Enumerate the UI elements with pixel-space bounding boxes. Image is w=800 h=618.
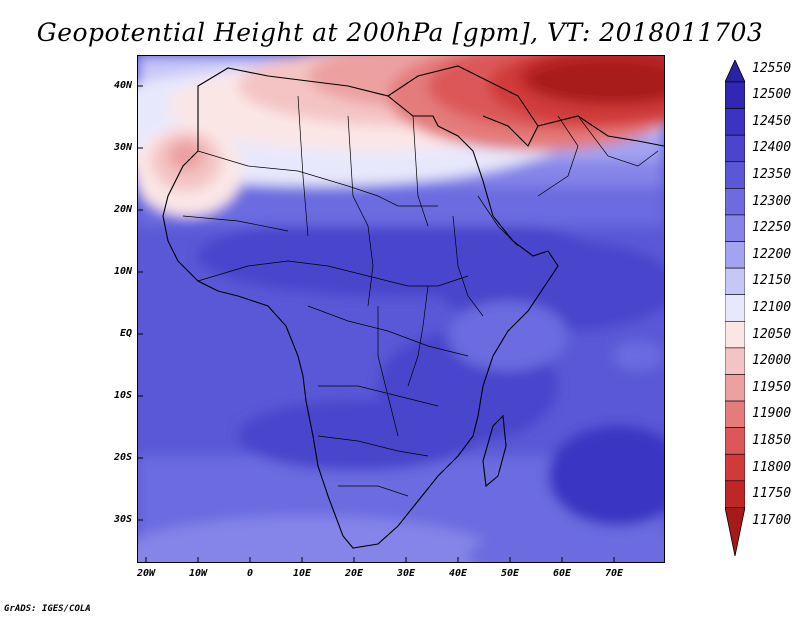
colorbar-top-arrow [725,60,745,83]
colorbar-segment [725,108,745,136]
country-borders [182,95,659,497]
colorbar-segment [725,161,745,189]
colorbar-bottom-arrow [725,507,745,556]
colorbar-level-label: 11750 [752,486,792,502]
colorbar-segment [725,214,745,242]
lat-label-10n: 10N [113,266,132,277]
colorbar [725,60,745,556]
grads-credit: GrADS: IGES/COLA [4,604,91,614]
lon-label-20e: 20E [344,568,364,579]
lat-label-30s: 30S [113,514,132,525]
lat-label-30n: 30N [113,142,132,153]
colorbar-level-label: 11950 [752,379,792,395]
lat-label-20n: 20N [113,204,132,215]
lon-label-10e: 10E [292,568,312,579]
lon-label-10w: 10W [188,568,208,579]
lat-label-eq: EQ [119,328,132,339]
colorbar-level-label: 11700 [752,512,792,528]
colorbar-level-label: 11800 [752,459,792,475]
colorbar-segment [725,347,745,375]
lon-label-20w: 20W [136,568,156,579]
lon-label-30e: 30E [396,568,416,579]
colorbar-segment [725,81,745,109]
coastlines [162,65,664,549]
lon-label-40e: 40E [448,568,468,579]
colorbar-segment [725,480,745,508]
colorbar-level-label: 12200 [752,246,792,262]
colorbar-segment [725,374,745,402]
map-canvas [138,56,664,562]
height-field-contours [138,56,664,562]
lon-label-50e: 50E [500,568,520,579]
colorbar-level-label: 12050 [752,326,792,342]
colorbar-level-label: 11850 [752,432,792,448]
colorbar-segment [725,427,745,455]
colorbar-level-label: 12100 [752,300,792,315]
colorbar-level-label: 12350 [752,167,792,183]
colorbar-segment [725,400,745,428]
colorbar-level-label: 11900 [752,406,792,422]
colorbar-segment [725,453,745,482]
colorbar-segment [725,294,745,322]
colorbar-level-label: 12000 [752,353,792,369]
lon-label-60e: 60E [552,568,572,579]
colorbar-level-label: 12550 [752,60,792,76]
colorbar-segment [725,241,745,269]
axis-ticks [138,85,615,562]
lat-label-40n: 40N [113,80,132,91]
colorbar-segment [725,320,745,349]
map-panel [137,55,665,563]
colorbar-level-label: 12150 [752,273,792,289]
colorbar-level-label: 12450 [752,113,792,129]
colorbar-segment [725,267,745,296]
lon-label-70e: 70E [604,568,624,579]
colorbar-segment [725,134,745,163]
lat-label-10s: 10S [113,390,132,401]
colorbar-segment [725,188,745,216]
lat-label-20s: 20S [113,452,132,463]
lon-label-0: 0 [246,568,254,579]
colorbar-level-label: 12500 [752,87,792,103]
colorbar-level-label: 12250 [752,220,792,236]
colorbar-level-label: 12300 [752,193,792,209]
colorbar-level-label: 12400 [752,140,792,156]
map-title: Geopotential Height at 200hPa [gpm], VT:… [36,18,764,47]
